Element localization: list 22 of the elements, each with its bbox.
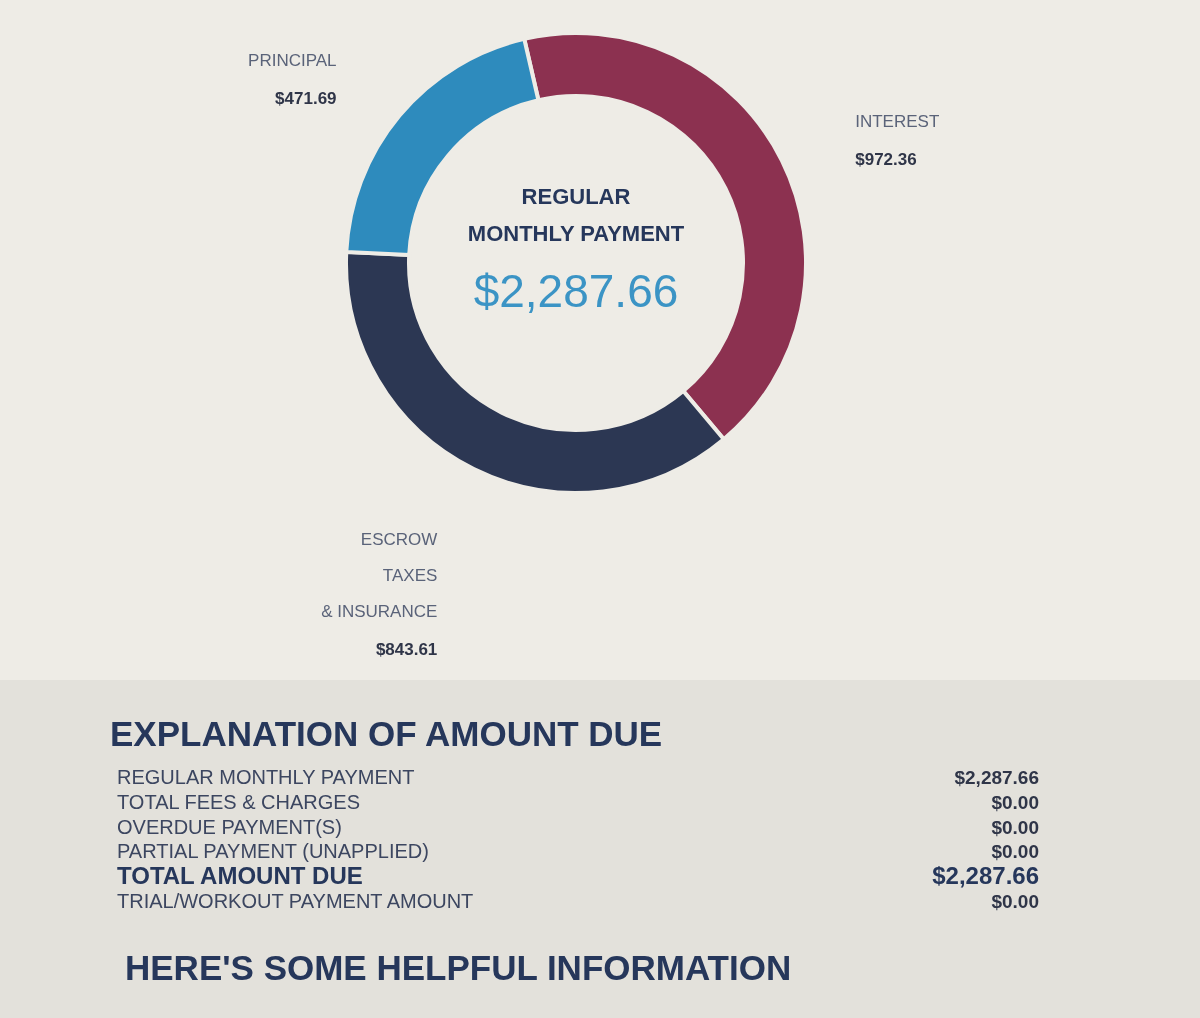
- data-label: $843.61: [375, 640, 438, 660]
- text: $2,287.66: [473, 265, 679, 317]
- text: OVERDUE PAYMENT(S): [117, 815, 342, 838]
- slice-label: INTEREST: [855, 111, 940, 131]
- text: HERE'S SOME HELPFUL INFORMATION: [125, 948, 792, 987]
- text: $0.00: [991, 841, 1039, 863]
- text: REGULAR MONTHLY PAYMENT: [117, 766, 415, 788]
- text: PARTIAL PAYMENT (UNAPPLIED): [117, 840, 429, 863]
- slice-label: ESCROW TAXES & INSURANCE: [321, 530, 438, 622]
- data-label: $972.36: [855, 149, 917, 169]
- text: $0.00: [991, 791, 1039, 813]
- text: $2,287.66: [932, 862, 1039, 890]
- text: $0.00: [991, 891, 1039, 912]
- text: EXPLANATION OF AMOUNT DUE: [110, 714, 663, 753]
- data-label: $471.69: [275, 88, 337, 108]
- text: TOTAL AMOUNT DUE: [117, 862, 363, 890]
- text: REGULAR MONTHLY PAYMENT: [467, 184, 685, 246]
- slice-label: PRINCIPAL: [248, 50, 337, 70]
- text: $2,287.66: [954, 767, 1039, 788]
- text: TRIAL/WORKOUT PAYMENT AMOUNT: [117, 890, 474, 912]
- text: TOTAL FEES & CHARGES: [117, 790, 361, 813]
- text: $0.00: [991, 816, 1039, 838]
